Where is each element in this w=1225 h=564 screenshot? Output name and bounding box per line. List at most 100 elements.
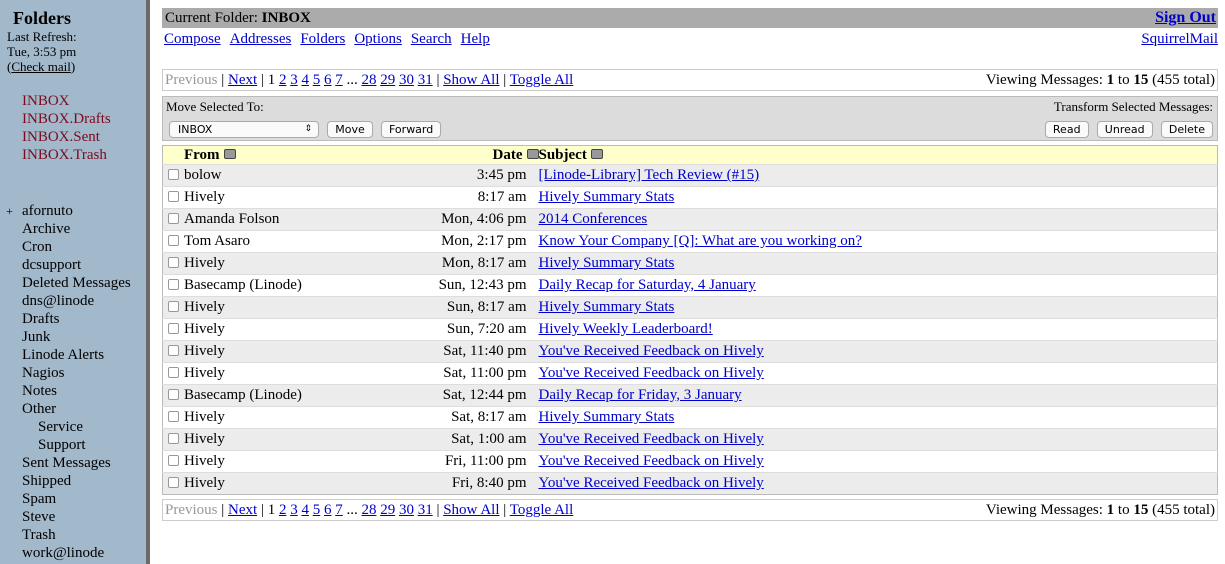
expand-icon[interactable]: + [6,204,13,218]
select-checkbox[interactable] [168,213,179,224]
select-checkbox[interactable] [168,389,179,400]
move-button[interactable]: Move [327,121,373,138]
page-link[interactable]: 6 [323,502,332,518]
move-target-select[interactable]: INBOX ⇕ [169,121,319,138]
message-row[interactable]: Basecamp (Linode) Sat, 12:44 pm Daily Re… [162,384,1218,407]
select-checkbox[interactable] [168,169,179,180]
folder-item[interactable]: Service [38,419,83,435]
delete-button[interactable]: Delete [1160,121,1213,138]
folder-item[interactable]: Notes [22,383,57,399]
page-link[interactable]: 2 [278,502,287,518]
page-link[interactable]: 6 [323,72,332,88]
page-link[interactable]: 29 [380,502,396,518]
folder-item[interactable]: Steve [22,509,56,525]
page-link[interactable]: 5 [312,72,321,88]
folder-item[interactable]: + afornuto [6,203,73,219]
select-checkbox[interactable] [168,301,179,312]
message-row[interactable]: Hively Sun, 7:20 am Hively Weekly Leader… [162,318,1218,341]
page-link[interactable]: 31 [417,502,433,518]
nav-link[interactable]: Compose [164,31,221,47]
subject-link[interactable]: Hively Summary Stats [538,299,675,315]
folder-item[interactable]: Nagios [22,365,65,381]
from-header[interactable]: From [162,145,433,165]
special-folder[interactable]: INBOX [22,93,70,109]
message-row[interactable]: Hively Sat, 1:00 am You've Received Feed… [162,428,1218,451]
subject-link[interactable]: 2014 Conferences [538,211,648,227]
next-link[interactable]: Next [228,502,258,518]
sort-icon[interactable] [590,148,603,159]
subject-link[interactable]: You've Received Feedback on Hively [538,475,764,491]
unread-button[interactable]: Unread [1096,121,1153,138]
message-row[interactable]: Tom Asaro Mon, 2:17 pm Know Your Company… [162,230,1218,253]
folder-item[interactable]: Trash [22,527,56,543]
page-link[interactable]: 29 [380,72,396,88]
date-header[interactable]: Date [432,145,539,165]
message-row[interactable]: Hively Mon, 8:17 am Hively Summary Stats [162,252,1218,275]
folder-item[interactable]: Drafts [22,311,60,327]
subject-header[interactable]: Subject [538,145,1218,165]
message-row[interactable]: Amanda Folson Mon, 4:06 pm 2014 Conferen… [162,208,1218,231]
folder-item[interactable]: Other [22,401,57,417]
sign-out-link[interactable]: Sign Out [1155,9,1216,26]
check-mail-link[interactable]: Check mail [11,59,71,74]
page-link[interactable]: 3 [290,502,298,518]
message-row[interactable]: Hively 8:17 am Hively Summary Stats [162,186,1218,209]
message-row[interactable]: Hively Sat, 8:17 am Hively Summary Stats [162,406,1218,429]
message-row[interactable]: Basecamp (Linode) Sun, 12:43 pm Daily Re… [162,274,1218,297]
select-checkbox[interactable] [168,477,179,488]
folder-item[interactable]: Linode Alerts [22,347,105,363]
message-row[interactable]: Hively Fri, 11:00 pm You've Received Fee… [162,450,1218,473]
page-link[interactable]: 30 [398,502,414,518]
subject-link[interactable]: Daily Recap for Friday, 3 January [538,387,742,403]
subject-link[interactable]: Daily Recap for Saturday, 4 January [538,277,756,293]
select-checkbox[interactable] [168,235,179,246]
show-all-link[interactable]: Show All [443,72,500,88]
select-checkbox[interactable] [168,257,179,268]
subject-link[interactable]: Hively Summary Stats [538,255,675,271]
page-link[interactable]: 31 [417,72,433,88]
nav-link[interactable]: Options [354,31,402,47]
page-link[interactable]: 2 [278,72,287,88]
select-checkbox[interactable] [168,455,179,466]
special-folder[interactable]: INBOX.Drafts [22,111,111,127]
select-checkbox[interactable] [168,345,179,356]
read-button[interactable]: Read [1044,121,1089,138]
page-link[interactable]: 4 [301,502,309,518]
sort-icon[interactable] [526,148,539,159]
special-folder[interactable]: INBOX.Sent [22,129,100,145]
nav-link[interactable]: Addresses [229,31,292,47]
subject-link[interactable]: Know Your Company [Q]: What are you work… [538,233,862,249]
folder-item[interactable]: Deleted Messages [22,275,131,291]
select-checkbox[interactable] [168,411,179,422]
folder-item[interactable]: dns@linode [22,293,95,309]
folder-item[interactable]: Spam [22,491,57,507]
nav-link[interactable]: Help [460,31,490,47]
page-link[interactable]: 30 [398,72,414,88]
folder-item[interactable]: Shipped [22,473,72,489]
folder-item[interactable]: work@linode [22,545,105,561]
folder-item[interactable]: Archive [22,221,71,237]
folder-item[interactable]: Support [38,437,86,453]
next-link[interactable]: Next [228,72,258,88]
message-row[interactable]: Hively Sat, 11:00 pm You've Received Fee… [162,362,1218,385]
special-folder[interactable]: INBOX.Trash [22,147,107,163]
page-link[interactable]: 7 [335,502,343,518]
page-link[interactable]: 28 [361,72,377,88]
message-row[interactable]: Hively Sun, 8:17 am Hively Summary Stats [162,296,1218,319]
message-row[interactable]: Hively Fri, 8:40 pm You've Received Feed… [162,472,1218,495]
page-link[interactable]: 4 [301,72,309,88]
subject-link[interactable]: Hively Summary Stats [538,189,675,205]
message-row[interactable]: Hively Sat, 11:40 pm You've Received Fee… [162,340,1218,363]
message-row[interactable]: bolow 3:45 pm [Linode-Library] Tech Revi… [162,164,1218,187]
nav-link[interactable]: Folders [300,31,346,47]
select-checkbox[interactable] [168,367,179,378]
nav-link[interactable]: Search [410,31,452,47]
page-link[interactable]: 5 [312,502,321,518]
subject-link[interactable]: [Linode-Library] Tech Review (#15) [538,167,760,183]
select-checkbox[interactable] [168,279,179,290]
show-all-link[interactable]: Show All [443,502,500,518]
folder-item[interactable]: dcsupport [22,257,82,273]
subject-link[interactable]: You've Received Feedback on Hively [538,453,764,469]
squirrelmail-link[interactable]: SquirrelMail [1141,31,1218,47]
subject-link[interactable]: Hively Summary Stats [538,409,675,425]
